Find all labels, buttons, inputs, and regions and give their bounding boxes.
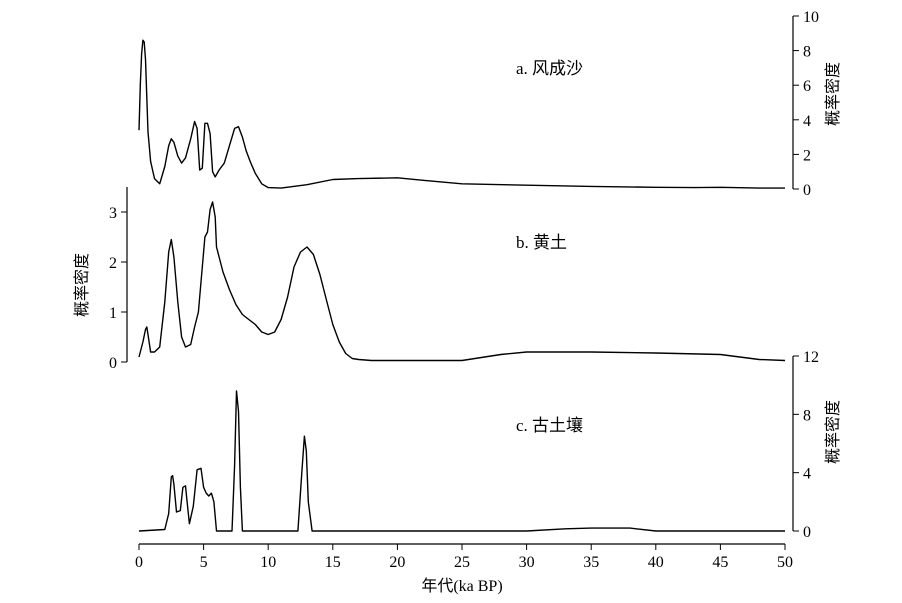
panel-c-y-tick-label-0: 0 [803,524,811,541]
panel-a-density-curve [138,39,785,189]
panel-c-density-curve [138,390,785,532]
panel-c-y-ticks: 0 4 8 12 [793,349,819,541]
panel-a-aeolian-sand: 0 2 4 6 8 10 概率密度 a. 风成沙 [138,9,842,199]
x-axis: 0 5 10 15 20 25 30 35 40 45 50 年代(ka BP) [135,543,793,595]
x-tick-label-40: 40 [648,554,664,571]
panel-a-y-label: 概率密度 [824,62,842,126]
x-tick-label-10: 10 [260,554,276,571]
x-tick-label-50: 50 [777,554,793,571]
x-axis-label: 年代(ka BP) [421,577,502,595]
panel-a-y-tick-label-4: 4 [803,113,811,130]
panel-a-title: a. 风成沙 [516,59,583,78]
panel-c-y-label: 概率密度 [824,400,842,464]
panel-b-loess: 0 1 2 3 概率密度 b. 黄土 [73,187,786,372]
x-tick-label-45: 45 [712,554,728,571]
panel-b-y-ticks: 0 1 2 3 [109,205,127,372]
x-tick-label-25: 25 [454,554,470,571]
panel-c-paleosol: 0 4 8 12 概率密度 c. 古土壤 [138,349,842,541]
x-tick-label-0: 0 [135,554,143,571]
panel-b-y-tick-label-0: 0 [109,355,117,372]
panel-b-density-curve [138,201,786,362]
x-ticks: 0 5 10 15 20 25 30 35 40 45 50 [135,544,793,571]
panel-b-y-tick-label-3: 3 [109,205,117,222]
panel-c-y-tick-label-8: 8 [803,407,811,424]
panel-a-y-tick-label-0: 0 [803,182,811,199]
panel-c-y-tick-label-4: 4 [803,466,811,483]
panel-b-y-tick-label-1: 1 [109,305,117,322]
panel-a-y-tick-label-2: 2 [803,147,811,164]
x-tick-label-5: 5 [200,554,208,571]
panel-a-y-tick-label-8: 8 [803,44,811,61]
panel-b-title: b. 黄土 [516,233,567,252]
panel-a-y-tick-label-6: 6 [803,78,811,95]
x-tick-label-30: 30 [519,554,535,571]
x-tick-label-15: 15 [325,554,341,571]
x-tick-label-20: 20 [389,554,405,571]
panel-c-y-tick-label-12: 12 [803,349,819,366]
panel-b-y-label: 概率密度 [73,253,91,317]
x-tick-label-35: 35 [583,554,599,571]
panel-a-y-tick-label-10: 10 [803,9,819,26]
panel-b-y-tick-label-2: 2 [109,255,117,272]
panel-a-y-ticks: 0 2 4 6 8 10 [793,9,819,199]
panel-c-title: c. 古土壤 [516,415,583,435]
